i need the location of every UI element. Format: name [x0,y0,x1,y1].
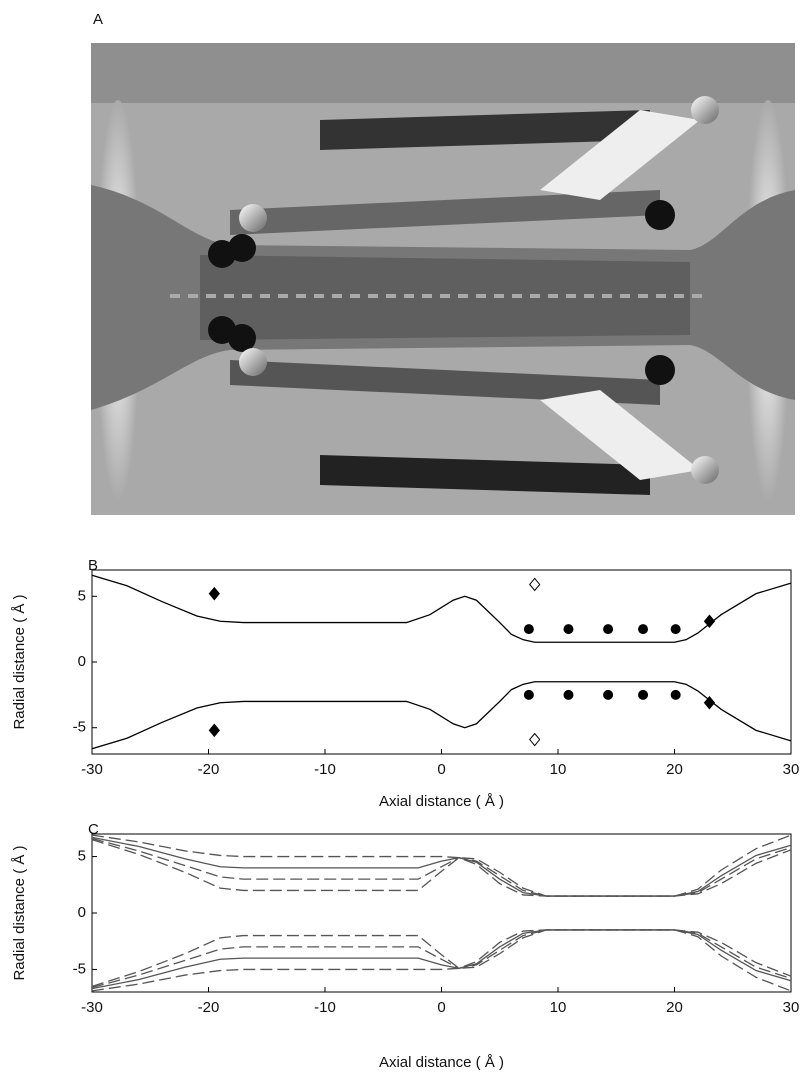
atom [691,96,719,124]
atom [228,234,256,262]
data-line [91,929,792,992]
x-axis-label: Axial distance ( Å ) [379,1054,504,1071]
y-tick-label: -5 [73,960,86,977]
x-tick-label: -10 [314,999,336,1016]
y-tick-label: -5 [73,719,86,736]
helix [540,110,700,200]
atom [228,324,256,352]
x-axis-label: Axial distance ( Å ) [379,793,504,810]
data-point [638,624,649,635]
x-tick-label: 30 [783,999,800,1016]
x-tick-label: -20 [198,999,220,1016]
data-point [523,689,534,700]
data-line [91,574,792,643]
helix [230,360,660,405]
y-tick-label: 5 [78,848,86,865]
helix [230,190,660,235]
atom [239,204,267,232]
y-tick-label: 5 [78,587,86,604]
x-tick-label: -30 [81,999,103,1016]
render-band [91,43,795,103]
x-tick-label: 30 [783,761,800,778]
data-point [670,624,681,635]
atom [691,456,719,484]
y-axis-label: Radial distance ( Å ) [11,845,28,980]
atom [645,355,675,385]
helix [320,110,650,150]
data-point [703,614,716,629]
atom [239,348,267,376]
helix [320,455,650,495]
x-tick-label: 0 [437,761,445,778]
panel-label: C [88,821,99,838]
x-tick-label: -10 [314,761,336,778]
panel-label: A [93,11,103,28]
data-point [563,689,574,700]
plot-frame [91,569,792,755]
plot-frame [91,833,792,993]
helix [540,390,700,480]
panel-label: B [88,557,98,574]
data-line [91,929,792,990]
x-tick-label: 10 [550,999,567,1016]
y-tick-label: 0 [78,904,86,921]
x-tick-label: -30 [81,761,103,778]
data-point [703,695,716,710]
data-point [208,723,220,738]
data-point [603,689,614,700]
data-line [91,836,792,897]
y-tick-label: 0 [78,653,86,670]
data-point [563,624,574,635]
data-point [523,624,534,635]
data-line [91,837,792,897]
data-point [529,577,541,592]
data-line [91,681,792,750]
data-line [91,929,792,989]
data-point [208,586,220,601]
data-line [91,834,792,897]
x-tick-label: 0 [437,999,445,1016]
data-line [91,839,792,897]
atom [645,200,675,230]
y-axis-label: Radial distance ( Å ) [11,594,28,729]
x-tick-label: -20 [198,761,220,778]
data-point [529,732,541,747]
data-point [638,689,649,700]
x-tick-label: 20 [666,999,683,1016]
data-point [670,689,681,700]
x-tick-label: 10 [550,761,567,778]
molecular-rendering [91,43,795,515]
data-point [603,624,614,635]
x-tick-label: 20 [666,761,683,778]
data-line [91,929,792,987]
